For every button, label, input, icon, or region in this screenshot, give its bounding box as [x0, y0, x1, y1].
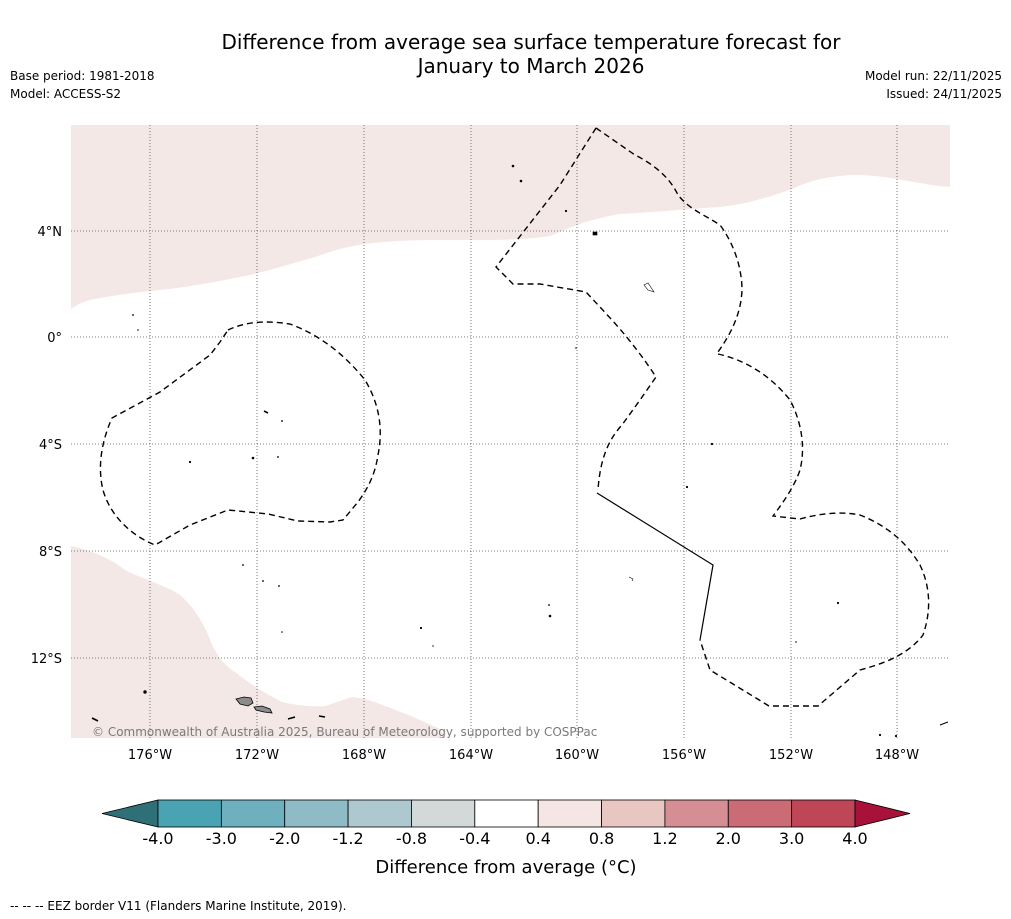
- lat-label: 0°: [47, 331, 62, 346]
- colorbar-tick-label: 0.8: [589, 829, 614, 848]
- eez-line-islands: [699, 353, 930, 707]
- warm-anomaly-south: [71, 546, 445, 738]
- colorbar-tick-labels: -4.0 -3.0 -2.0 -1.2 -0.8 -0.4 0.4 0.8 1.2 2.0 3.0 4…: [142, 829, 867, 848]
- colorbar-segment: [791, 799, 856, 828]
- colorbar-segment: [537, 799, 602, 828]
- colorbar-segment: [411, 799, 476, 828]
- lon-label: 168°W: [342, 748, 386, 763]
- colorbar-tick-label: -2.0: [269, 829, 300, 848]
- lon-label: 176°W: [128, 748, 172, 763]
- eez-solid-segments: [596, 492, 714, 641]
- colorbar-segment: [157, 799, 222, 828]
- colorbar-tick-label: -1.2: [332, 829, 363, 848]
- colorbar-segment: [601, 799, 666, 828]
- colorbar-segment: [474, 799, 539, 828]
- title-line-1: Difference from average sea surface temp…: [221, 30, 841, 54]
- colorbar-segment: [727, 799, 793, 828]
- colorbar-tick-label: 3.0: [779, 829, 804, 848]
- lon-label: 148°W: [875, 748, 919, 763]
- longitude-labels: 176°W 172°W 168°W 164°W 160°W 156°W 152°…: [128, 748, 919, 763]
- eez-tuvalu-tokelau: [99, 321, 381, 546]
- meta-left: Base period: 1981-2018 Model: ACCESS-S2: [10, 67, 155, 103]
- island-savaii: [235, 696, 254, 707]
- lon-label: 160°W: [555, 748, 599, 763]
- title-line-2: January to March 2026: [417, 54, 645, 78]
- issued-date: Issued: 24/11/2025: [886, 87, 1002, 101]
- colorbar-tick-label: -3.0: [206, 829, 237, 848]
- latitude-labels: 4°N 0° 4°S 8°S 12°S: [31, 225, 62, 667]
- model-run: Model run: 22/11/2025: [864, 69, 1002, 83]
- islands: [91, 164, 949, 738]
- lon-label: 156°W: [662, 748, 706, 763]
- colorbar-low-extend: [101, 799, 159, 828]
- colorbar-segment: [664, 799, 729, 828]
- colorbar-tick-label: 0.4: [525, 829, 550, 848]
- colorbar-title: Difference from average (°C): [375, 857, 636, 878]
- eez-kiribati-phoenix-line: [595, 127, 743, 353]
- lat-label: 12°S: [31, 652, 62, 667]
- colorbar-tick-label: -0.4: [459, 829, 490, 848]
- colorbar-segment: [220, 799, 286, 828]
- colorbar-segment: [347, 799, 412, 828]
- island-upolu: [253, 705, 273, 714]
- colorbar: -4.0 -3.0 -2.0 -1.2 -0.8 -0.4 0.4 0.8 1.2 2.0 3.0 4…: [101, 799, 911, 878]
- eez-legend: -- -- -- EEZ border V11 (Flanders Marine…: [10, 899, 347, 913]
- lon-label: 172°W: [235, 748, 279, 763]
- map-credit: © Commonwealth of Australia 2025, Bureau…: [92, 725, 597, 739]
- lon-label: 164°W: [449, 748, 493, 763]
- lat-label: 4°S: [39, 438, 62, 453]
- lat-label: 4°N: [38, 225, 63, 240]
- lon-label: 152°W: [769, 748, 813, 763]
- map-title: Difference from average sea surface temp…: [0, 30, 1011, 78]
- colorbar-tick-label: -4.0: [142, 829, 173, 848]
- colorbar-tick-label: 1.2: [652, 829, 677, 848]
- colorbar-segments: [157, 799, 856, 828]
- colorbar-tick-label: 2.0: [716, 829, 741, 848]
- colorbar-segment: [284, 799, 349, 828]
- base-period: Base period: 1981-2018: [10, 69, 155, 83]
- model-name: Model: ACCESS-S2: [10, 87, 122, 101]
- map-panel: © Commonwealth of Australia 2025, Bureau…: [71, 125, 950, 739]
- colorbar-tick-label: 4.0: [842, 829, 867, 848]
- warm-anomaly-north: [71, 125, 950, 309]
- colorbar-tick-label: -0.8: [396, 829, 427, 848]
- gridlines: [71, 125, 950, 738]
- eez-kiribati-west: [495, 127, 657, 491]
- colorbar-high-extend: [854, 799, 911, 828]
- lat-label: 8°S: [39, 545, 62, 560]
- eez-borders: [99, 127, 930, 707]
- meta-right: Model run: 22/11/2025 Issued: 24/11/2025: [865, 67, 1002, 103]
